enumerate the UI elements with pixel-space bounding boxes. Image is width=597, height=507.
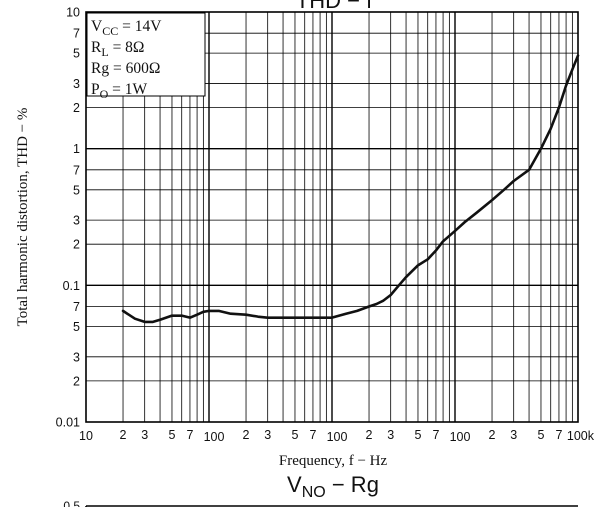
y-tick-label: 0.1: [63, 279, 80, 293]
conditions-box: [86, 12, 206, 97]
condition-value: = 1W: [108, 81, 147, 98]
condition-value: = 8Ω: [109, 39, 145, 56]
x-tick-label-minor: 7: [309, 428, 316, 442]
condition-symbol: P: [91, 81, 100, 98]
x-tick-label-minor: 5: [168, 428, 175, 442]
x-tick-label-major: 10: [79, 429, 93, 443]
x-tick-label-minor: 3: [510, 428, 517, 442]
second-chart-y-tick: 0.5: [63, 499, 80, 507]
x-tick-label-minor: 7: [555, 428, 562, 442]
condition-line: Rg = 600Ω: [91, 60, 160, 77]
condition-value: = 14V: [118, 18, 162, 35]
x-tick-label-major: 100: [450, 430, 471, 444]
condition-subscript: L: [101, 45, 108, 59]
y-tick-label: 5: [73, 320, 80, 334]
y-tick-label: 7: [73, 300, 80, 314]
x-tick-label-minor: 3: [387, 428, 394, 442]
condition-line: RL = 8Ω: [91, 39, 144, 59]
second-title-rest: − Rg: [326, 472, 379, 497]
second-title-main: V: [287, 472, 302, 497]
plot-frame: [85, 11, 579, 423]
x-tick-label-minor: 2: [120, 428, 127, 442]
condition-line: VCC = 14V: [91, 18, 162, 38]
y-tick-label: 0.01: [56, 416, 80, 430]
major-gridlines: [86, 12, 578, 422]
y-tick-label: 3: [73, 214, 80, 228]
y-tick-label: 3: [73, 350, 80, 364]
x-tick-label-major: 100: [204, 430, 225, 444]
condition-symbol: R: [91, 39, 102, 56]
condition-symbol: Rg: [91, 60, 109, 77]
second-chart-title: VNO − Rg: [287, 472, 379, 501]
condition-symbol: V: [91, 18, 103, 35]
y-tick-label: 2: [73, 238, 80, 252]
x-tick-label-major: 100: [327, 430, 348, 444]
x-tick-label-minor: 2: [489, 428, 496, 442]
x-tick-labels: 2 3 5 7 2 3 5 7 2 3 5 7 2 3 5 710 100 100 100 100k: [79, 428, 595, 444]
x-axis-label: Frequency, f − Hz: [279, 453, 388, 469]
y-axis-label: Total harmonic distortion, THD − %: [15, 108, 31, 327]
y-tick-label: 2: [73, 101, 80, 115]
condition-subscript: CC: [102, 24, 118, 38]
y-tick-label: 7: [73, 163, 80, 177]
condition-subscript: O: [100, 87, 109, 101]
y-tick-label: 7: [73, 27, 80, 41]
x-tick-label-minor: 2: [243, 428, 250, 442]
y-tick-label: 3: [73, 77, 80, 91]
y-tick-labels: 10 7 5 3 2 1 7 5 3 2 0.1 7 5 3 2 0.01: [56, 6, 80, 430]
x-tick-label-major: 100k: [567, 429, 595, 443]
thd-curve: [121, 54, 580, 324]
y-tick-label: 1: [73, 142, 80, 156]
second-title-subscript: NO: [302, 484, 326, 501]
x-tick-label-minor: 2: [366, 428, 373, 442]
x-tick-label-minor: 7: [432, 428, 439, 442]
x-tick-label-minor: 3: [264, 428, 271, 442]
x-tick-label-minor: 3: [141, 428, 148, 442]
condition-line: PO = 1W: [91, 81, 148, 101]
x-tick-label-minor: 7: [186, 428, 193, 442]
x-tick-label-minor: 5: [291, 428, 298, 442]
chart-title: THD − f: [296, 0, 373, 13]
y-tick-label: 10: [66, 6, 80, 20]
y-tick-label: 2: [73, 374, 80, 388]
condition-value: = 600Ω: [109, 60, 160, 77]
y-tick-label: 5: [73, 47, 80, 61]
x-tick-label-minor: 5: [537, 428, 544, 442]
y-tick-label: 5: [73, 183, 80, 197]
x-tick-label-minor: 5: [414, 428, 421, 442]
